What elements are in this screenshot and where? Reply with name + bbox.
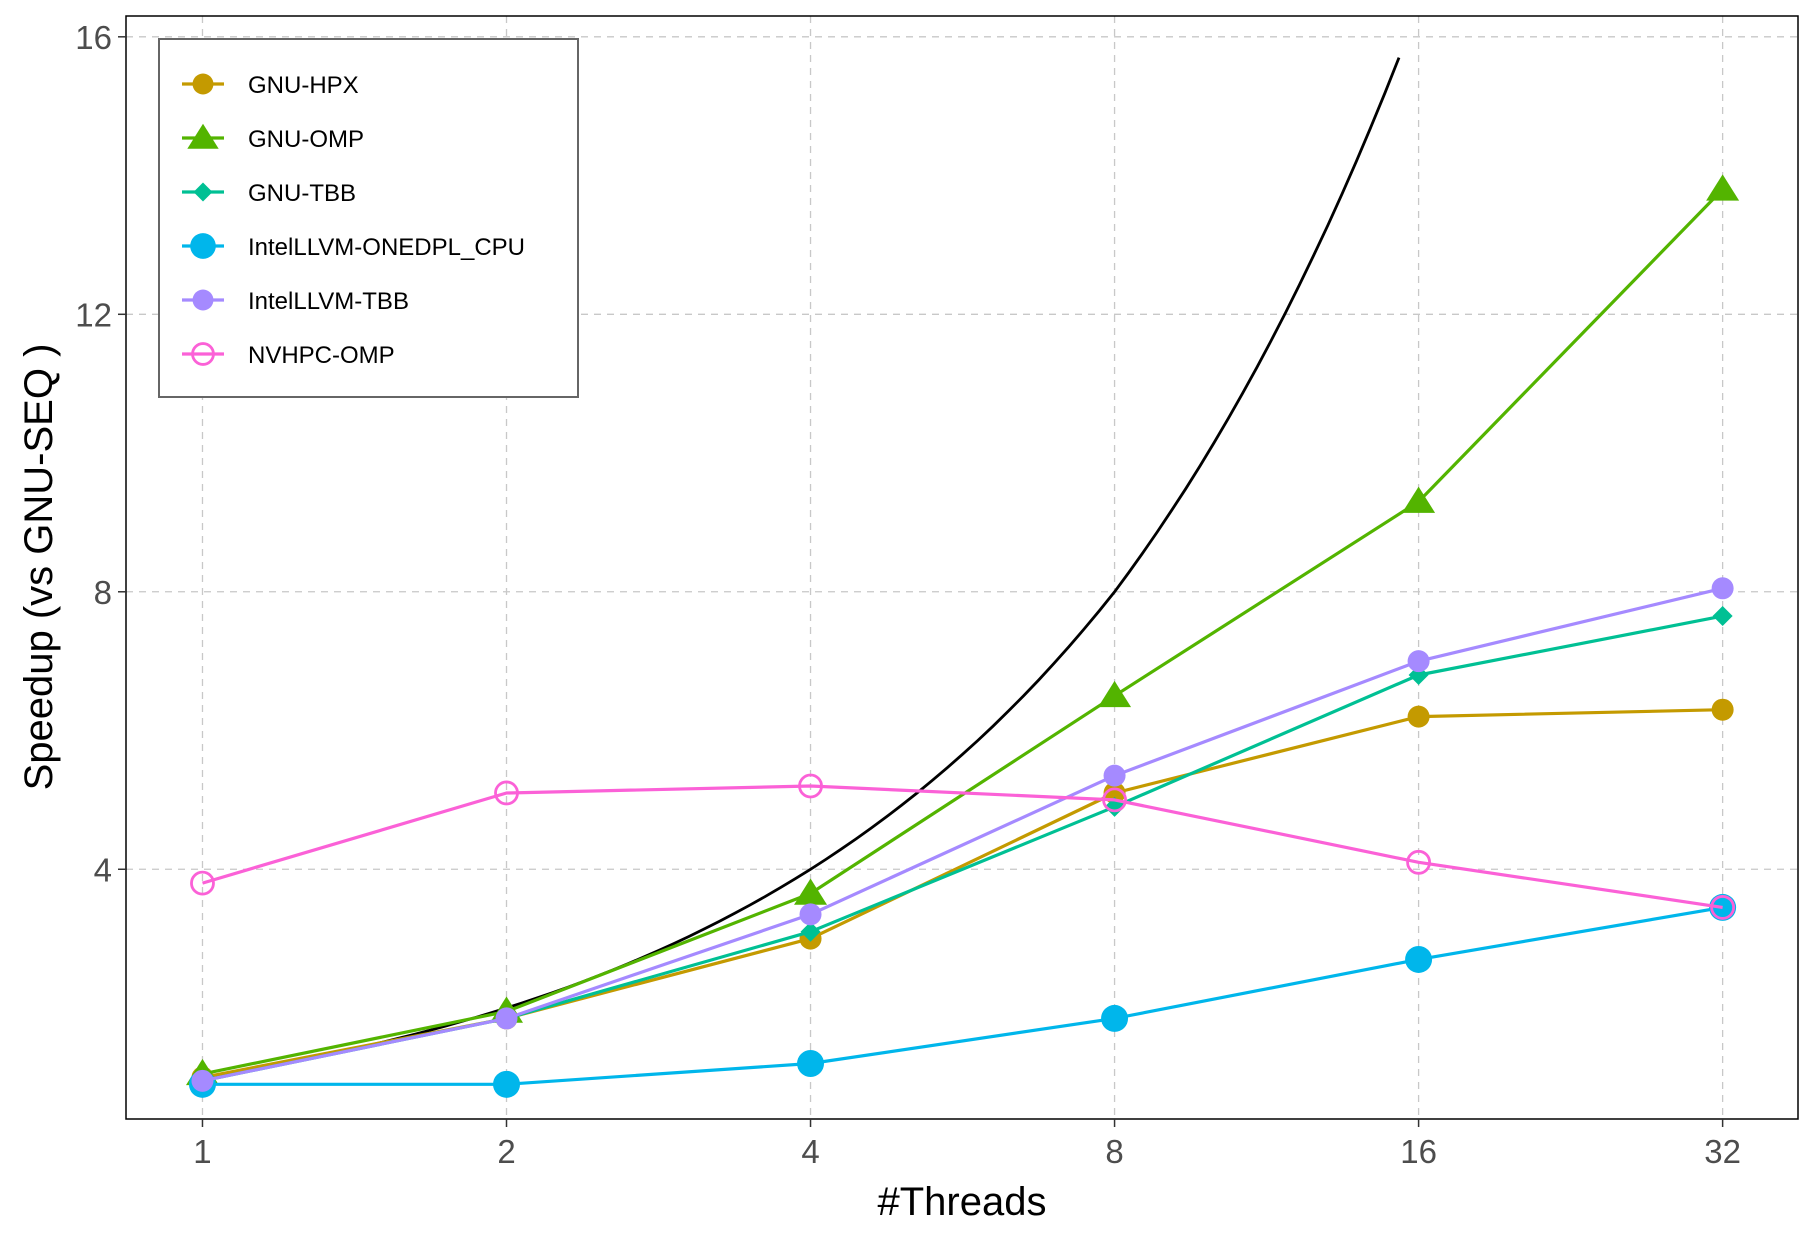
data-point-intelllvm-onedpl-cpu bbox=[1405, 945, 1433, 973]
legend-marker bbox=[192, 289, 214, 311]
data-point-gnu-tbb bbox=[1712, 606, 1733, 627]
legend-item-gnu-hpx: GNU-HPX bbox=[182, 72, 359, 99]
legend-marker bbox=[191, 342, 215, 366]
data-point-nvhpc-omp bbox=[1710, 895, 1736, 920]
y-tick-label: 8 bbox=[94, 574, 112, 611]
series-line-intelllvm-onedpl-cpu bbox=[202, 905, 1723, 1086]
legend-marker bbox=[193, 182, 213, 202]
legend: GNU-HPX GNU-OMP GNU-TBB IntelLLVM-ONEDPL_CP… bbox=[158, 38, 579, 398]
data-point-nvhpc-omp bbox=[494, 780, 519, 806]
y-tick-label: 12 bbox=[75, 296, 112, 333]
data-point-intelllvm-tbb bbox=[1711, 577, 1734, 600]
legend-label: NVHPC-OMP bbox=[248, 342, 395, 369]
data-point-intelllvm-onedpl-cpu bbox=[1101, 1004, 1129, 1032]
series-line-intelllvm-tbb bbox=[202, 586, 1723, 1083]
data-point-nvhpc-omp bbox=[1406, 849, 1431, 875]
legend-label: GNU-OMP bbox=[248, 126, 364, 153]
data-point-gnu-hpx bbox=[1711, 698, 1734, 721]
data-point-gnu-tbb bbox=[800, 921, 821, 942]
data-point-nvhpc-omp bbox=[1102, 787, 1127, 813]
data-point-intelllvm-tbb bbox=[1103, 764, 1126, 787]
legend-item-gnu-tbb: GNU-TBB bbox=[182, 180, 356, 207]
data-point-gnu-omp bbox=[1402, 486, 1436, 513]
series-line-gnu-tbb bbox=[202, 614, 1723, 1083]
legend-label: IntelLLVM-TBB bbox=[248, 288, 409, 315]
data-point-intelllvm-tbb bbox=[191, 1069, 214, 1092]
series-gnu-tbb bbox=[192, 606, 1733, 1091]
series-line-gnu-omp bbox=[202, 188, 1724, 1076]
x-tick-label: 4 bbox=[801, 1133, 819, 1170]
data-point-gnu-omp bbox=[1098, 680, 1132, 708]
x-tick-label: 1 bbox=[193, 1133, 211, 1170]
legend-item-intelllvm-onedpl-cpu: IntelLLVM-ONEDPL_CPU bbox=[182, 233, 525, 261]
plot-panel-border bbox=[125, 15, 1799, 1120]
x-tick-label: 32 bbox=[1704, 1133, 1741, 1170]
legend-box bbox=[158, 38, 579, 398]
series-line-gnu-hpx bbox=[202, 708, 1723, 1079]
y-axis-title: Speedup (vs GNU-SEQ ) bbox=[17, 344, 61, 791]
data-point-intelllvm-onedpl-cpu bbox=[493, 1070, 521, 1098]
x-tick-label: 2 bbox=[497, 1133, 515, 1170]
data-point-intelllvm-tbb bbox=[1407, 650, 1430, 673]
series-intelllvm-onedpl-cpu bbox=[188, 893, 1737, 1098]
data-point-intelllvm-tbb bbox=[799, 903, 822, 926]
series-line-nvhpc-omp bbox=[202, 784, 1723, 909]
legend-label: IntelLLVM-ONEDPL_CPU bbox=[248, 234, 525, 261]
legend-label: GNU-TBB bbox=[248, 180, 356, 207]
data-point-gnu-omp bbox=[794, 878, 828, 905]
data-point-gnu-omp bbox=[1706, 174, 1740, 201]
x-tick-label: 8 bbox=[1105, 1133, 1123, 1170]
series-nvhpc-omp bbox=[190, 773, 1736, 920]
legend-item-nvhpc-omp: NVHPC-OMP bbox=[182, 342, 395, 369]
data-point-intelllvm-onedpl-cpu bbox=[1709, 893, 1737, 921]
legend-marker bbox=[192, 73, 214, 95]
y-tick-label: 4 bbox=[94, 851, 112, 888]
data-point-gnu-hpx bbox=[1407, 705, 1430, 728]
data-point-intelllvm-onedpl-cpu bbox=[797, 1050, 825, 1078]
series-intelllvm-tbb bbox=[191, 577, 1734, 1092]
legend-marker bbox=[187, 123, 219, 149]
legend-marker bbox=[190, 233, 216, 259]
series-lines bbox=[185, 174, 1740, 1098]
x-axis-title: #Threads bbox=[878, 1180, 1047, 1224]
data-point-nvhpc-omp bbox=[798, 773, 823, 799]
y-tick-label: 16 bbox=[75, 19, 112, 56]
legend-item-gnu-omp: GNU-OMP bbox=[182, 123, 364, 153]
data-point-nvhpc-omp bbox=[190, 870, 215, 896]
legend-item-intelllvm-tbb: IntelLLVM-TBB bbox=[182, 288, 409, 315]
legend-label: GNU-HPX bbox=[248, 72, 359, 99]
data-point-intelllvm-tbb bbox=[495, 1007, 518, 1030]
x-tick-label: 16 bbox=[1400, 1133, 1437, 1170]
